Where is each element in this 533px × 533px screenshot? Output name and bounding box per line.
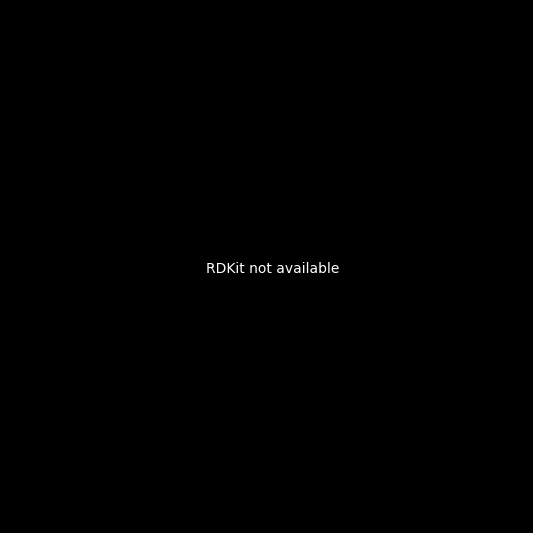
Text: RDKit not available: RDKit not available — [206, 262, 340, 276]
